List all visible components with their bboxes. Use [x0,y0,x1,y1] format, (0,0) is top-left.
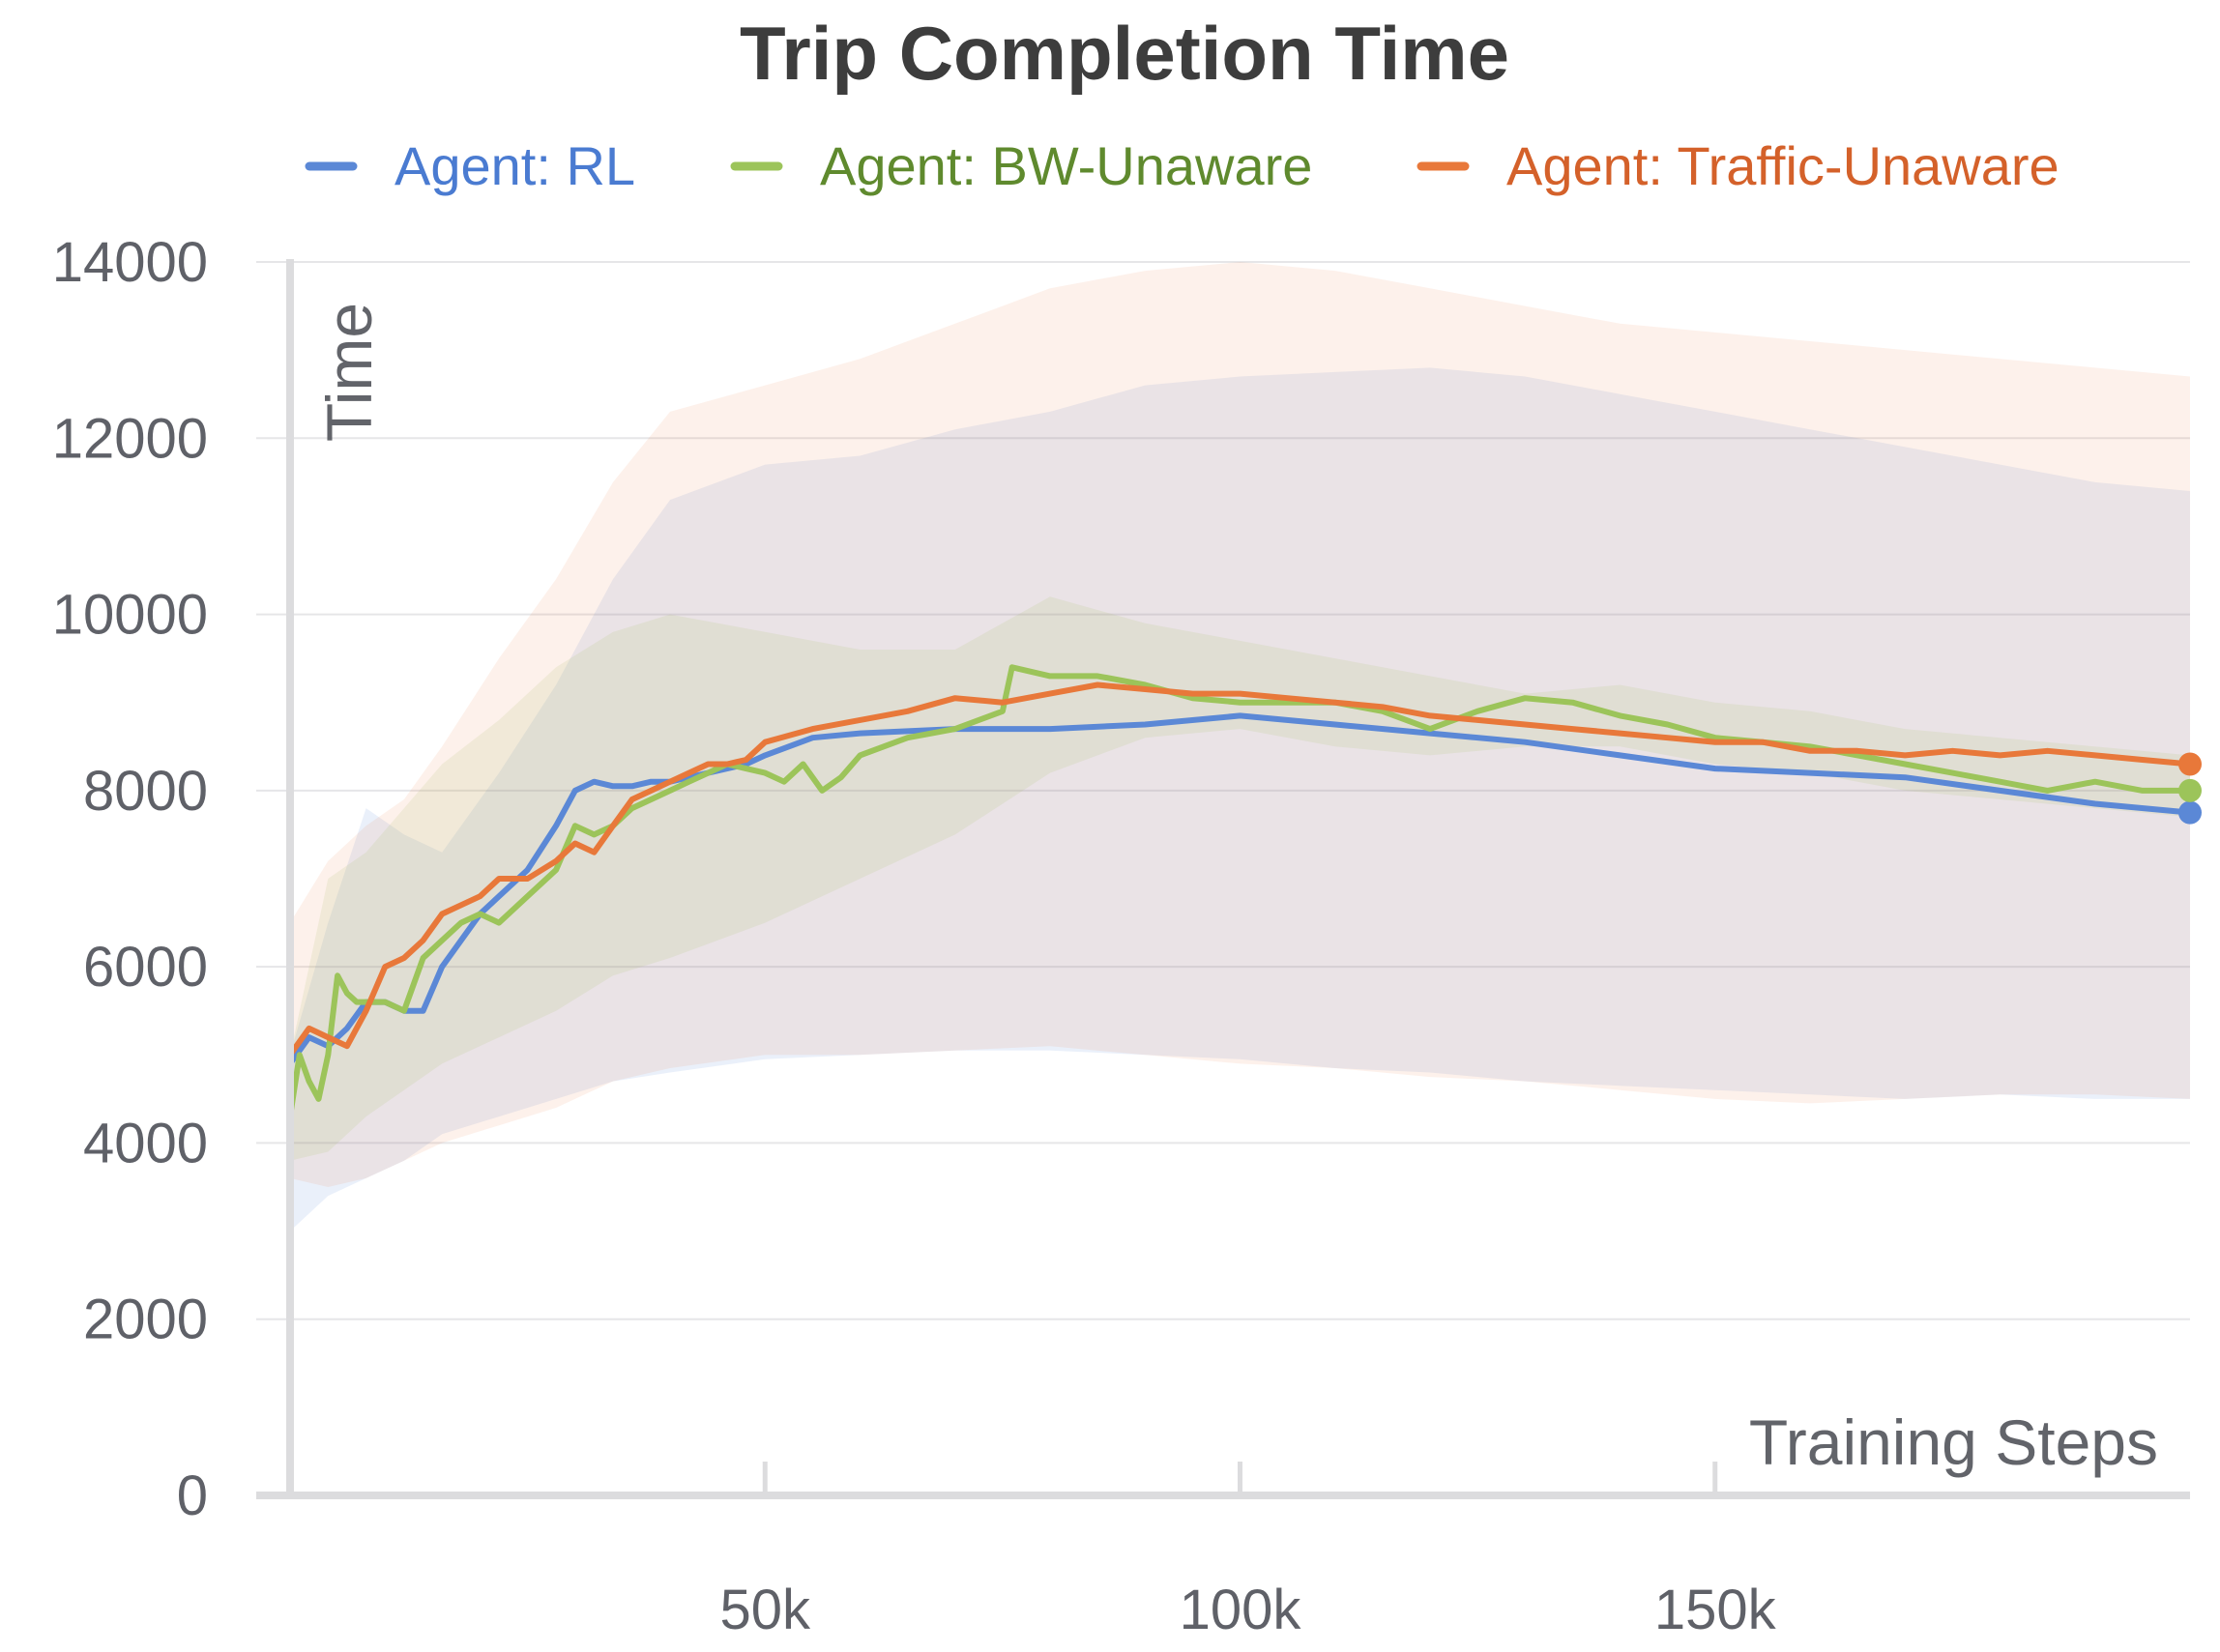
y-tick-label: 12000 [52,407,208,470]
series-end-point-2 [2178,752,2202,776]
axes [256,259,2190,1499]
x-tick-label: 150k [1654,1579,1777,1641]
series-band-2 [290,262,2190,1187]
y-tick-label: 10000 [52,584,208,647]
series-line-1 [287,664,2193,1120]
confidence-bands [290,262,2190,1232]
y-tick-label: 8000 [83,760,208,823]
series-lines [287,664,2202,1120]
y-tick-label: 6000 [83,936,208,999]
y-tick-label: 2000 [83,1289,208,1351]
x-tick-label: 50k [719,1579,811,1641]
chart-title: Trip Completion Time [740,11,1509,96]
series-band-0 [290,367,2190,1232]
series-end-point-1 [2178,778,2202,802]
x-axis-label: Training Steps [1749,1406,2158,1478]
series-line-0 [287,712,2193,1067]
y-tick-label: 14000 [52,231,208,294]
y-tick-label: 0 [177,1464,208,1527]
y-tick-label: 4000 [83,1112,208,1174]
series-line-2 [287,681,2193,1058]
x-tick-labels: 50k 100k 150k [719,1579,1776,1641]
y-tick-labels: 0 2000 4000 6000 8000 10000 12000 14000 [52,231,208,1527]
legend-label-0: Agent: RL [394,135,635,196]
legend-label-1: Agent: BW-Unaware [820,135,1312,196]
legend-label-2: Agent: Traffic-Unaware [1506,135,2059,196]
legend: Agent: RL Agent: BW-Unaware Agent: Traffic… [305,135,2059,196]
y-axis-label: Time [313,303,385,442]
series-end-point-0 [2178,800,2202,825]
x-tick-label: 100k [1180,1579,1302,1641]
